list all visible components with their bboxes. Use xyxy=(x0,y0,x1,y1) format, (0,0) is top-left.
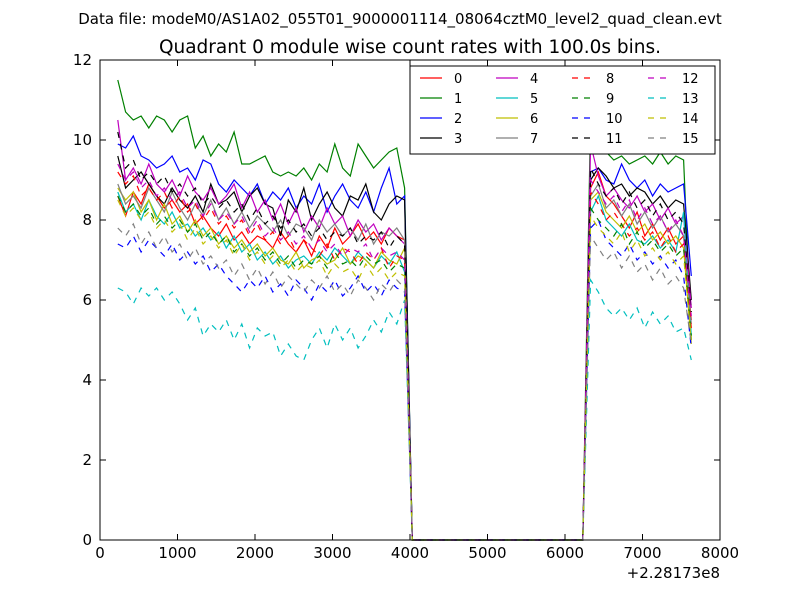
x-tick-label: 8000 xyxy=(701,544,739,562)
legend-label-0: 0 xyxy=(454,72,462,87)
x-tick-label: 0 xyxy=(95,544,105,562)
legend-label-13: 13 xyxy=(682,92,699,107)
legend-label-11: 11 xyxy=(606,132,623,147)
legend-label-12: 12 xyxy=(682,72,699,87)
y-tick-label: 4 xyxy=(82,371,92,389)
x-offset-label: +2.28173e8 xyxy=(627,564,720,582)
legend-label-9: 9 xyxy=(606,92,614,107)
y-tick-label: 8 xyxy=(82,211,92,229)
x-tick-label: 6000 xyxy=(546,544,584,562)
series-line-5 xyxy=(117,191,692,541)
legend-label-10: 10 xyxy=(606,112,623,127)
legend-label-8: 8 xyxy=(606,72,614,87)
y-tick-label: 2 xyxy=(82,451,92,469)
x-tick-label: 7000 xyxy=(623,544,661,562)
legend-label-4: 4 xyxy=(530,72,538,87)
legend-label-5: 5 xyxy=(530,92,538,107)
ticks-layer: 0 1000 2000 3000 4000 5000 6000 7000 80000246810… xyxy=(73,51,739,562)
series-layer xyxy=(117,79,692,541)
series-line-2 xyxy=(117,134,692,541)
legend-label-2: 2 xyxy=(454,112,462,127)
series-line-14 xyxy=(117,199,692,541)
plot-area: 0 1000 2000 3000 4000 5000 6000 7000 80000246810… xyxy=(73,51,739,562)
legend-box xyxy=(409,65,716,155)
series-line-4 xyxy=(117,119,692,541)
chart-title: Quadrant 0 module wise count rates with … xyxy=(159,37,661,58)
legend-label-6: 6 xyxy=(530,112,538,127)
data-file-label: Data file: modeM0/AS1A02_055T01_90000011… xyxy=(78,10,722,29)
y-tick-label: 12 xyxy=(73,51,92,69)
series-line-8 xyxy=(117,171,692,541)
series-line-15 xyxy=(117,222,692,541)
series-line-11 xyxy=(117,131,692,541)
x-tick-label: 2000 xyxy=(236,544,274,562)
legend-label-1: 1 xyxy=(454,92,462,107)
x-tick-label: 1000 xyxy=(158,544,196,562)
y-tick-label: 6 xyxy=(82,291,92,309)
legend-label-7: 7 xyxy=(530,132,538,147)
series-line-13 xyxy=(117,278,692,541)
legend-label-14: 14 xyxy=(682,112,699,127)
x-tick-label: 4000 xyxy=(391,544,429,562)
series-line-3 xyxy=(117,155,692,541)
legend-label-15: 15 xyxy=(682,132,699,147)
y-tick-label: 0 xyxy=(82,531,92,549)
x-tick-label: 3000 xyxy=(313,544,351,562)
x-tick-label: 5000 xyxy=(468,544,506,562)
y-tick-label: 10 xyxy=(73,131,92,149)
legend-label-3: 3 xyxy=(454,132,462,147)
series-line-7 xyxy=(117,182,692,541)
